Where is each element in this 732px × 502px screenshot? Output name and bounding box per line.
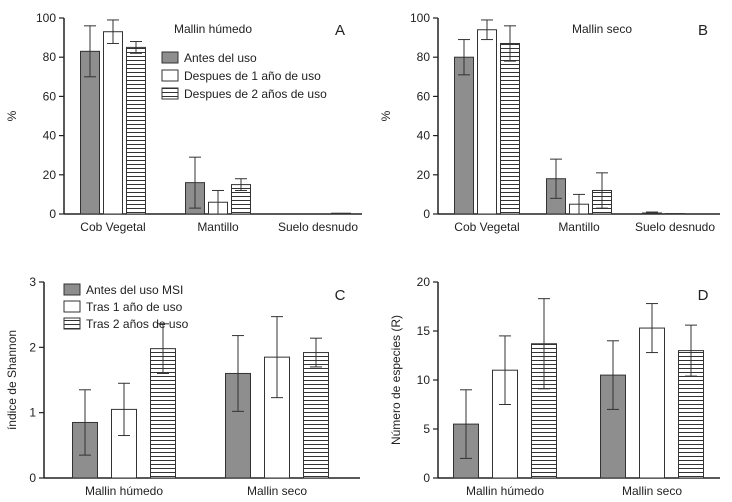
panel-d: 0 5 10 15 20 Número de especies (R) Mallin húm… [389, 275, 720, 498]
bar-cob-vegetal-series-2 [103, 31, 123, 215]
x-category-label: Cob Vegetal [80, 220, 145, 234]
y-tick-label: 40 [417, 129, 431, 143]
bar-cob-vegetal-series-3 [126, 46, 146, 215]
y-tick-label: 80 [417, 50, 431, 64]
y-tick-label: 100 [410, 11, 430, 25]
bar-cob-vegetal-series-3 [500, 42, 520, 215]
y-tick-label: 1 [29, 406, 36, 420]
x-category-label: Mallin seco [622, 484, 682, 498]
panel-b: 0 20 40 60 80 100% Cob Vegetal Mantillo Suelo de… [379, 11, 720, 234]
panel-letter: B [698, 22, 708, 39]
legend-swatch-3 [63, 317, 81, 330]
legend-label-2: Despues de 1 año de uso [184, 69, 321, 83]
x-category-label: Mallin húmedo [466, 484, 544, 498]
x-category-label: Mantillo [197, 220, 239, 234]
legend-swatch-3 [161, 87, 179, 100]
y-tick-label: 0 [423, 471, 430, 485]
panel-title: Mallin húmedo [174, 22, 252, 36]
y-tick-label: 15 [417, 324, 431, 338]
y-axis-label: % [5, 110, 19, 121]
y-tick-label: 0 [423, 207, 430, 221]
legend-swatch-1 [161, 51, 179, 64]
y-tick-label: 2 [29, 340, 36, 354]
legend-label-1: Antes del uso [184, 51, 257, 65]
y-tick-label: 10 [417, 373, 431, 387]
bar-cob-vegetal-series-1 [454, 56, 474, 215]
y-axis-label: Número de especies (R) [389, 315, 403, 445]
y-tick-label: 3 [29, 275, 36, 289]
y-tick-label: 80 [43, 50, 57, 64]
x-category-label: Cob Vegetal [454, 220, 519, 234]
y-tick-label: 5 [423, 422, 430, 436]
y-axis-label: índice de Shannon [5, 330, 19, 430]
legend: Antes del uso Despues de 1 año de uso Desp… [161, 51, 327, 101]
legend-label-1: Antes del uso MSI [86, 283, 183, 297]
y-tick-label: 0 [29, 471, 36, 485]
panel-a: 0 20 40 60 80 100% Cob Vegetal Mantillo Suelo de… [5, 11, 362, 234]
x-category-label: Mantillo [558, 220, 600, 234]
bar-suelo-desnudo-series-3 [331, 212, 351, 215]
x-category-label: Mallin húmedo [85, 484, 163, 498]
legend-swatch-1 [63, 283, 81, 296]
panel-letter: A [335, 22, 345, 39]
legend-swatch-2 [161, 69, 179, 82]
x-category-label: Suelo desnudo [278, 220, 358, 234]
legend-label-3: Despues de 2 años de uso [184, 87, 327, 101]
legend-label-2: Tras 1 año de uso [86, 300, 183, 314]
panel-letter: C [335, 287, 346, 304]
y-tick-label: 100 [36, 11, 56, 25]
bar-cob-vegetal-series-2 [477, 29, 497, 215]
panel-title: Mallin seco [572, 22, 632, 36]
x-category-label: Suelo desnudo [635, 220, 715, 234]
panel-c: 0 1 2 3 índice de Shannon Mallin húmedo Mallin… [5, 275, 360, 498]
y-tick-label: 0 [49, 207, 56, 221]
bar-mallin-seco-series-3 [303, 352, 329, 479]
y-axis-label: % [379, 110, 393, 121]
y-tick-label: 60 [417, 89, 431, 103]
x-category-label: Mallin seco [247, 484, 307, 498]
legend-swatch-2 [63, 300, 81, 313]
legend: Antes del uso MSI Tras 1 año de uso Tras 2… [63, 283, 189, 331]
y-tick-label: 20 [417, 275, 431, 289]
y-tick-label: 20 [417, 168, 431, 182]
panel-letter: D [698, 287, 709, 304]
y-tick-label: 60 [43, 89, 57, 103]
y-tick-label: 40 [43, 129, 57, 143]
legend-label-3: Tras 2 años de uso [86, 317, 189, 331]
y-tick-label: 20 [43, 168, 57, 182]
